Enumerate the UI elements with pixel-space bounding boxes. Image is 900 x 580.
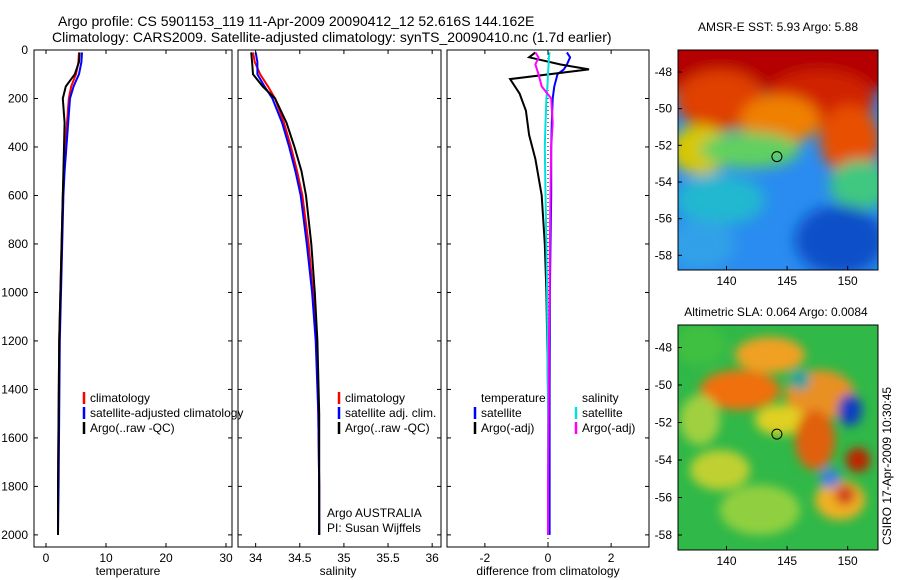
- series-salinity-1: [254, 52, 321, 535]
- map-ytick-label: -48: [655, 65, 673, 79]
- map-xtick-label: 150: [838, 274, 858, 288]
- xtick-label: 20: [159, 551, 173, 565]
- map-ytick-label: -54: [655, 453, 673, 467]
- map-xtick-label: 140: [716, 554, 736, 568]
- legend-diff-sal-satellite: satellite: [582, 406, 623, 420]
- xtick-label: 34: [249, 551, 263, 565]
- legend-sal-satellite: satellite adj. clim.: [345, 406, 436, 420]
- sla-map: Altimetric SLA: 0.064 Argo: 0.0084: [655, 305, 879, 568]
- xtick-label: 35: [337, 551, 351, 565]
- map-xtick-label: 150: [838, 554, 858, 568]
- map-ytick-label: -56: [655, 491, 673, 505]
- ytick-label: 1600: [1, 431, 28, 445]
- annotation-argo-australia: Argo AUSTRALIA: [327, 506, 422, 520]
- sla-argo-marker: [771, 428, 783, 440]
- map-xtick-label: 140: [716, 274, 736, 288]
- xtick-label: 0: [43, 551, 50, 565]
- salinity-xlabel: salinity: [320, 564, 357, 578]
- xtick-label: 30: [219, 551, 233, 565]
- map-ytick-label: -50: [655, 378, 673, 392]
- xtick-label: 2: [608, 551, 615, 565]
- map-ytick-label: -54: [655, 175, 673, 189]
- salinity-legend: climatology satellite adj. clim. Argo(..…: [337, 391, 436, 435]
- map-xtick-label: 145: [777, 274, 797, 288]
- legend-climatology: climatology: [90, 391, 150, 405]
- legend-header-temperature: temperature: [481, 391, 546, 405]
- xtick-label: 35.5: [376, 551, 400, 565]
- ytick-label: 600: [8, 188, 28, 202]
- series-salinity-0: [252, 52, 321, 535]
- annotation-pi: PI: Susan Wijffels: [327, 521, 421, 535]
- xtick-label: 0: [545, 551, 552, 565]
- sst-map-title: AMSR-E SST: 5.93 Argo: 5.88: [698, 20, 858, 34]
- xtick-label: 36: [425, 551, 439, 565]
- ytick-label: 1400: [1, 382, 28, 396]
- map-ytick-label: -52: [655, 416, 673, 430]
- ytick-label: 1200: [1, 334, 28, 348]
- ytick-label: 0: [21, 43, 28, 57]
- xtick-label: -2: [480, 551, 491, 565]
- series-salinity-2: [250, 52, 321, 535]
- map-ytick-label: -52: [655, 138, 673, 152]
- legend-diff-sal-argo: Argo(-adj): [582, 421, 635, 435]
- timestamp-label: CSIRO 17-Apr-2009 10:30:45: [880, 387, 894, 545]
- sst-map: AMSR-E SST: 5.93 Argo: 5.88 140 145 150 -48…: [655, 20, 879, 288]
- legend-sal-climatology: climatology: [345, 391, 405, 405]
- map-ytick-label: -56: [655, 212, 673, 226]
- legend-satellite-adjusted: satellite-adjusted climatology: [90, 406, 243, 420]
- ytick-label: 1800: [1, 479, 28, 493]
- legend-sal-argo: Argo(..raw -QC): [345, 421, 430, 435]
- ytick-label: 1000: [1, 285, 28, 299]
- temperature-legend: climatology satellite-adjusted climatolo…: [82, 391, 243, 435]
- ytick-label: 200: [8, 91, 28, 105]
- temperature-xlabel: temperature: [96, 564, 161, 578]
- difference-xlabel: difference from climatology: [476, 564, 619, 578]
- map-ytick-label: -50: [655, 102, 673, 116]
- difference-panel: -2 0 2 difference from climatology tempera…: [446, 49, 650, 578]
- legend-diff-temp-satellite: satellite: [481, 406, 522, 420]
- header-line-1: Argo profile: CS 5901153_119 11-Apr-2009…: [58, 13, 535, 29]
- legend-header-salinity: salinity: [582, 391, 619, 405]
- legend-diff-temp-argo: Argo(-adj): [481, 421, 534, 435]
- temperature-panel: 0 10 20 30 0 200 400 600 800 1000 1200 1400 1600 1800…: [1, 43, 243, 578]
- salinity-panel: 34 34.5 35 35.5 36 salinity climatology sate…: [237, 49, 442, 578]
- ytick-label: 2000: [1, 528, 28, 542]
- map-ytick-label: -58: [655, 528, 673, 542]
- header-line-2: Climatology: CARS2009. Satellite-adjuste…: [52, 29, 612, 45]
- difference-legend: temperature satellite Argo(-adj) salinit…: [473, 391, 635, 435]
- sla-map-title: Altimetric SLA: 0.064 Argo: 0.0084: [684, 305, 868, 319]
- xtick-label: 34.5: [288, 551, 312, 565]
- sst-argo-marker: [771, 151, 783, 163]
- xtick-label: 10: [99, 551, 113, 565]
- legend-argo: Argo(..raw -QC): [90, 421, 175, 435]
- map-xtick-label: 145: [777, 554, 797, 568]
- ytick-label: 400: [8, 140, 28, 154]
- ytick-label: 800: [8, 237, 28, 251]
- map-ytick-label: -58: [655, 248, 673, 262]
- series-difference-3: [534, 51, 554, 535]
- series-temperature-1: [57, 52, 83, 535]
- map-ytick-label: -48: [655, 341, 673, 355]
- series-temperature-2: [57, 52, 81, 535]
